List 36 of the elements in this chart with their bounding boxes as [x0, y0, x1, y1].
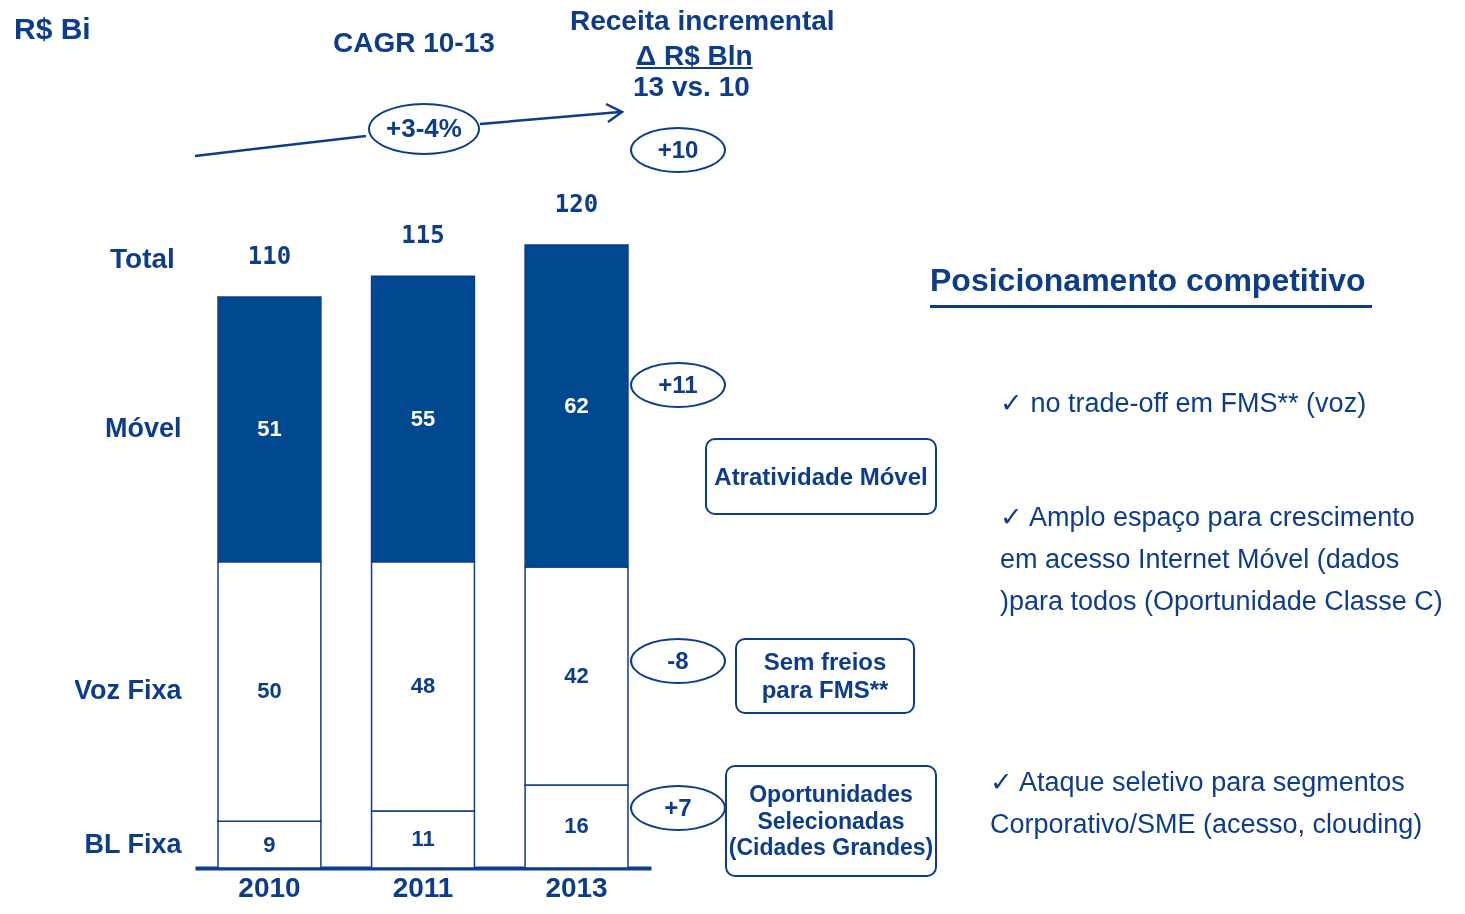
total-label: 110 [247, 241, 292, 270]
x-tick-label: 2011 [392, 871, 454, 903]
series-label: Móvel [104, 413, 182, 444]
x-tick-label: 2010 [238, 871, 301, 903]
text: Oportunidades Selecionadas (Cidades Grandes) [725, 765, 937, 877]
text: Total [110, 243, 175, 276]
series-label: Voz Fixa [73, 675, 183, 706]
text: Δ R$ Bln [636, 40, 753, 73]
data-label: 9 [263, 831, 276, 857]
text: +10 [630, 127, 726, 173]
data-label: 48 [410, 673, 436, 699]
data-label: 51 [257, 416, 282, 442]
text: Sem freios para FMS** [735, 638, 915, 714]
text: Atratividade Móvel [705, 438, 937, 515]
text: 13 vs. 10 [633, 71, 750, 104]
text: -8 [630, 638, 726, 684]
text: ✓ Amplo espaço para crescimento em acesso Internet Móvel (dados )para todos (Oportunidade Classe C) [1000, 501, 1444, 618]
text: ✓ no trade-off em FMS** (voz) [1000, 388, 1368, 420]
total-label: 120 [554, 190, 599, 218]
data-label: 62 [564, 392, 589, 418]
text: +11 [630, 362, 726, 408]
text: +7 [630, 785, 726, 831]
text: +3-4% [368, 103, 480, 155]
text: CAGR 10-13 [333, 27, 495, 60]
text: ✓ Ataque seletivo para segmentos Corporativo/SME (acesso, clouding) [990, 766, 1424, 841]
data-label: 16 [564, 813, 589, 839]
data-label: 55 [410, 405, 436, 431]
text: Posicionamento competitivo [930, 262, 1372, 308]
x-tick-label: 2013 [545, 871, 608, 903]
total-label: 115 [401, 221, 445, 250]
text: R$ Bi [14, 12, 91, 47]
data-label: 50 [257, 678, 282, 704]
text: Receita incremental [570, 5, 835, 38]
data-label: 11 [411, 826, 435, 852]
data-label: 42 [564, 662, 589, 688]
series-label: BL Fixa [84, 828, 183, 859]
